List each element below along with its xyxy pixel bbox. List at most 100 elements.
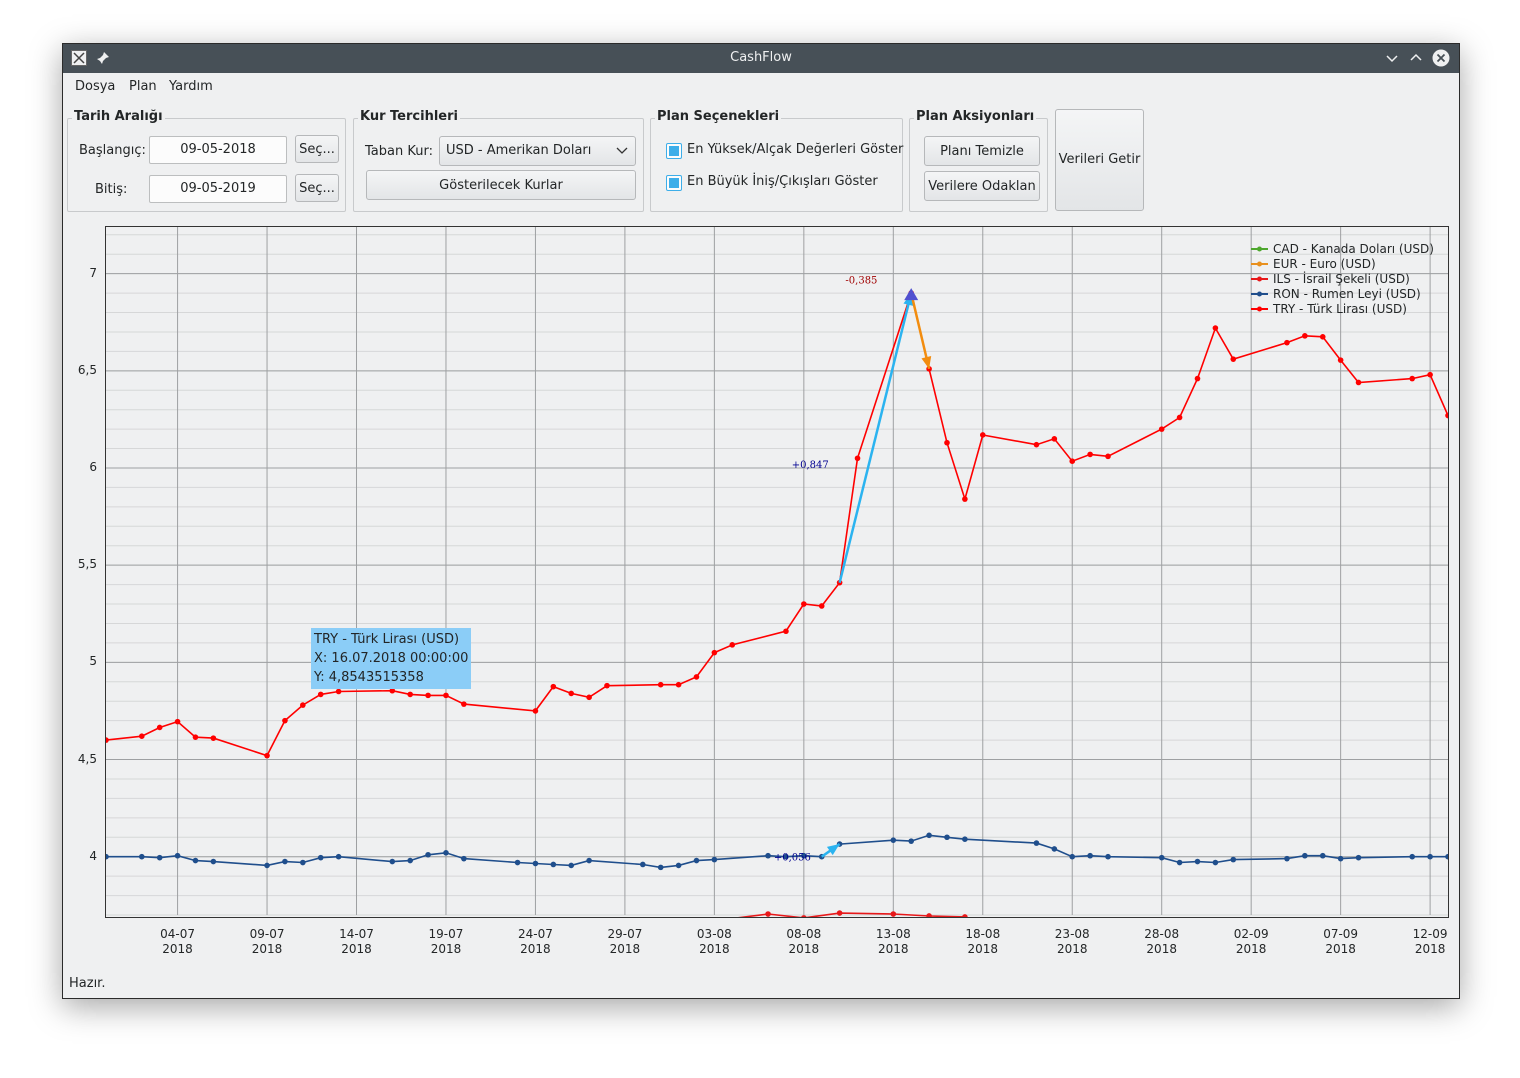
data-point-try — [174, 718, 181, 725]
biggest-rise-arrow — [838, 292, 913, 583]
shown-currencies-button[interactable]: Gösterilecek Kurlar — [366, 170, 636, 200]
data-point-try — [1337, 357, 1344, 363]
data-point-ron — [586, 857, 592, 864]
data-point-try — [1176, 414, 1183, 421]
data-point-ron — [1409, 853, 1416, 860]
data-point-try — [106, 737, 109, 743]
data-point-ron — [138, 853, 145, 860]
focus-data-button[interactable]: Verilere Odaklan — [924, 171, 1040, 201]
menu-yardim[interactable]: Yardım — [169, 79, 213, 94]
data-point-try — [657, 681, 664, 688]
x-tick-year: 2018 — [341, 942, 372, 956]
data-point-ron — [1051, 846, 1058, 852]
close-button[interactable] — [1432, 49, 1450, 67]
data-point-ron — [425, 851, 431, 858]
app-icon[interactable] — [71, 50, 87, 66]
x-tick-year: 2018 — [699, 942, 730, 956]
series-line-try — [106, 290, 1448, 757]
data-point-try — [1230, 356, 1237, 362]
close-icon — [1432, 49, 1450, 67]
data-point-ron — [1284, 855, 1290, 862]
clear-plan-button[interactable]: Planı Temizle — [924, 136, 1040, 166]
x-tick-date: 09-07 — [249, 927, 285, 941]
data-point-ron — [300, 859, 306, 866]
data-point-try — [1284, 339, 1290, 346]
data-point-ron — [962, 836, 968, 843]
app-window: CashFlow Dosya Plan Yardım Tarih Aralığı… — [62, 43, 1460, 999]
plan-options-group: Plan Seçenekleri En Yüksek/Alçak Değerle… — [650, 109, 903, 212]
x-tick-label: 18-08 2018 — [958, 927, 1008, 957]
data-point-try — [1302, 333, 1308, 339]
checkbox-checked-icon[interactable] — [666, 143, 682, 159]
base-currency-select[interactable]: USD - Amerikan Doları — [439, 136, 636, 166]
fetch-data-button[interactable]: Verileri Getir — [1055, 109, 1144, 211]
chevron-down-icon — [1386, 55, 1398, 63]
pin-icon[interactable] — [95, 50, 111, 66]
data-point-try — [443, 692, 449, 699]
data-point-ron — [514, 859, 521, 866]
end-label: Bitiş: — [95, 182, 128, 197]
y-tick-label: 4 — [89, 848, 97, 863]
start-pick-button[interactable]: Seç... — [295, 135, 339, 163]
data-point-try — [568, 690, 575, 697]
data-point-ron — [657, 864, 664, 871]
data-point-ils — [962, 914, 968, 917]
tooltip-series: TRY - Türk Lirası (USD) — [314, 632, 460, 647]
x-tick-label: 29-07 2018 — [600, 927, 650, 957]
tooltip-y: Y: 4,8543515358 — [314, 670, 424, 685]
x-tick-label: 04-07 2018 — [153, 927, 203, 957]
legend-label: CAD - Kanada Doları (USD) — [1273, 242, 1434, 256]
data-point-try — [264, 752, 270, 759]
data-point-ils — [801, 915, 807, 917]
data-point-try — [461, 701, 467, 707]
data-point-try — [300, 702, 306, 708]
data-point-try — [407, 691, 413, 698]
data-point-try — [192, 734, 199, 740]
window-title: CashFlow — [730, 50, 792, 65]
data-point-ron — [640, 861, 646, 868]
plan-actions-group: Plan Aksiyonları Planı Temizle Verilere … — [909, 109, 1048, 212]
data-point-ron — [711, 856, 718, 863]
start-date-field[interactable]: 09-05-2018 — [149, 136, 287, 164]
data-point-try — [282, 717, 288, 724]
legend-swatch-dot — [1257, 306, 1262, 312]
x-tick-label: 07-09 2018 — [1316, 927, 1366, 957]
x-tick-year: 2018 — [1056, 942, 1088, 956]
currency-prefs-title: Kur Tercihleri — [358, 109, 460, 124]
legend-item-try: TRY - Türk Lirası (USD) — [1251, 302, 1407, 316]
show-biggest-moves-label: En Büyük İniş/Çıkışları Göster — [687, 174, 878, 189]
end-date-field[interactable]: 09-05-2019 — [149, 175, 287, 203]
menu-plan[interactable]: Plan — [129, 79, 157, 94]
data-point-try — [962, 496, 968, 502]
x-tick-label: 02-09 2018 — [1226, 927, 1276, 957]
checkbox-checked-icon[interactable] — [666, 175, 682, 191]
end-pick-button[interactable]: Seç... — [295, 174, 339, 202]
x-tick-label: 13-08 2018 — [868, 927, 918, 957]
x-tick-date: 19-07 — [428, 927, 464, 941]
ron-rise-arrow-head — [826, 844, 840, 856]
data-point-try — [1087, 451, 1093, 458]
maximize-button[interactable] — [1407, 49, 1425, 67]
legend-swatch-dot — [1257, 261, 1262, 267]
date-range-group: Tarih Aralığı Başlangıç: 09-05-2018 Seç.… — [67, 109, 346, 212]
x-tick-label: 12-09 2018 — [1405, 927, 1455, 957]
chart-area[interactable]: -0,385 +0,847 +0,056 CAD - Kanada Doları (U… — [105, 226, 1449, 918]
data-point-try — [854, 455, 861, 462]
line-chart[interactable]: -0,385 +0,847 +0,056 CAD - Kanada Doları (U… — [106, 227, 1448, 917]
plan-actions-title: Plan Aksiyonları — [914, 109, 1037, 124]
legend-swatch-dot — [1257, 276, 1262, 282]
x-tick-year: 2018 — [430, 942, 462, 956]
data-point-try — [550, 683, 557, 690]
y-tick-label: 6 — [89, 459, 97, 474]
data-point-ron — [693, 857, 700, 864]
x-tick-label: 09-07 2018 — [242, 927, 292, 957]
menu-bar: Dosya Plan Yardım — [63, 74, 1459, 100]
minimize-button[interactable] — [1383, 49, 1401, 67]
data-point-try — [317, 691, 324, 698]
data-point-ron — [192, 857, 199, 864]
date-range-title: Tarih Aralığı — [72, 109, 165, 124]
data-point-ron — [675, 862, 682, 869]
data-point-try — [1355, 379, 1362, 386]
menu-dosya[interactable]: Dosya — [75, 79, 116, 94]
data-point-try — [1158, 426, 1165, 432]
